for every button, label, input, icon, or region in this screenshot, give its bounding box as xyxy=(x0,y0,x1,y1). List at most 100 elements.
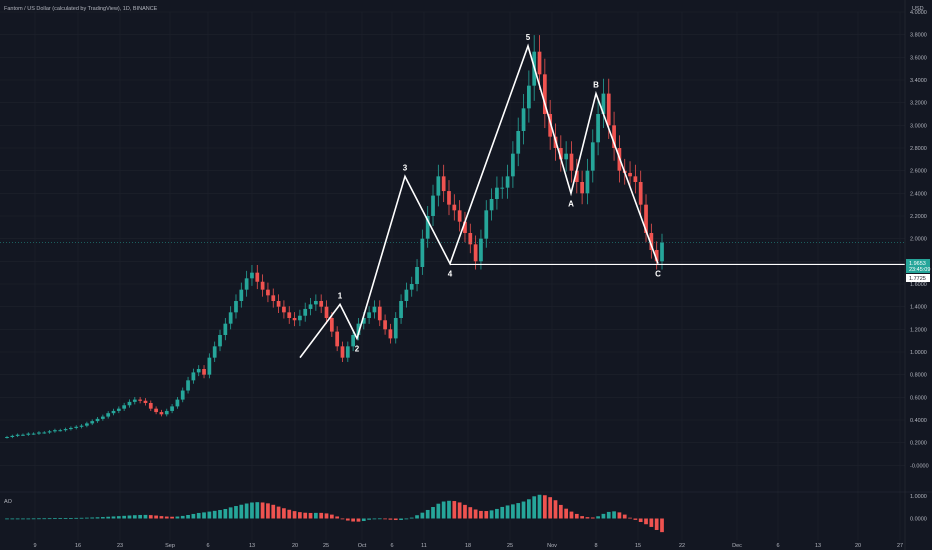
candle-body xyxy=(271,295,276,301)
ao-bar xyxy=(196,512,201,519)
candle-body xyxy=(612,125,616,148)
symbol-header[interactable]: Fantom / US Dollar (calculated by Tradin… xyxy=(4,6,158,12)
ao-bar xyxy=(202,512,206,519)
candle-body xyxy=(148,403,153,409)
date-tick-label: 6 xyxy=(776,543,779,549)
candle-body xyxy=(313,301,318,305)
candle-body xyxy=(484,210,489,239)
ao-bar xyxy=(617,512,622,519)
candle-body xyxy=(399,301,403,318)
candle-body xyxy=(170,406,174,411)
candle-body xyxy=(303,308,308,316)
elliott-wave-layer: 1 2 3 4 5 A B C xyxy=(0,33,905,359)
ao-bar xyxy=(106,516,111,519)
ao-bar xyxy=(234,506,238,519)
candle-body xyxy=(90,421,95,424)
candle-body xyxy=(319,301,324,307)
ao-bar xyxy=(10,518,15,520)
candle-body xyxy=(335,331,340,347)
ao-bar xyxy=(574,513,579,519)
ao-bar xyxy=(191,513,196,519)
candle-body xyxy=(212,346,217,358)
ao-bar xyxy=(239,504,244,519)
ao-bar xyxy=(495,508,499,519)
candle-body xyxy=(500,187,505,189)
date-tick-label: 13 xyxy=(249,543,255,549)
candle-body xyxy=(191,372,196,381)
candle-body xyxy=(329,318,334,332)
ao-bar xyxy=(489,510,494,519)
candle-body xyxy=(585,170,590,194)
candle-body xyxy=(26,433,31,435)
ao-bar xyxy=(404,518,409,520)
ao-bar xyxy=(601,513,606,519)
ao-bar xyxy=(612,511,616,519)
wave-label-1: 1 xyxy=(338,291,343,300)
candle-body xyxy=(37,432,41,434)
wave-label-b: B xyxy=(593,81,599,90)
candle-body xyxy=(202,369,206,375)
ao-bar xyxy=(542,495,547,519)
ao-tick-label: 1.0000 xyxy=(910,494,927,500)
ao-bar xyxy=(479,510,483,519)
ao-bar xyxy=(468,507,473,519)
ao-bar xyxy=(473,509,478,519)
candle-body xyxy=(388,329,393,339)
candle-body xyxy=(436,176,441,196)
ao-bar xyxy=(276,506,281,519)
ao-bar xyxy=(148,515,153,519)
candle-body xyxy=(569,153,574,171)
candle-body xyxy=(463,221,467,233)
ao-bar xyxy=(100,517,105,519)
candle-body xyxy=(457,210,462,222)
date-tick-label: 15 xyxy=(635,543,641,549)
candle-body xyxy=(63,429,68,431)
ao-bar xyxy=(308,512,313,519)
ao-bar xyxy=(298,512,302,519)
candle-body xyxy=(244,278,249,290)
candle-body xyxy=(186,380,190,391)
ao-label[interactable]: AO xyxy=(4,499,13,505)
ao-bar xyxy=(287,509,292,519)
candle-body xyxy=(282,306,286,313)
date-tick-label: 22 xyxy=(679,543,685,549)
candle-body xyxy=(127,401,132,406)
candle-body xyxy=(122,405,127,409)
ao-bar xyxy=(527,499,531,519)
price-tick-label: 1.2000 xyxy=(910,327,927,333)
ao-bar xyxy=(53,518,57,520)
ao-bar xyxy=(127,515,132,519)
ao-bar xyxy=(393,518,398,521)
date-tick-label: 6 xyxy=(206,543,209,549)
candle-body xyxy=(340,346,345,358)
ao-bar xyxy=(500,506,505,519)
candle-body xyxy=(308,304,313,309)
ao-bar xyxy=(42,518,47,520)
ao-bar xyxy=(303,512,308,519)
ao-bar xyxy=(654,518,659,530)
candles-layer xyxy=(5,35,664,439)
currency-label[interactable]: USD xyxy=(912,6,924,12)
ao-bar xyxy=(361,518,366,522)
candle-body xyxy=(74,426,79,428)
candle-body xyxy=(154,408,158,413)
ao-bar xyxy=(420,512,425,519)
candle-body xyxy=(138,399,142,401)
ao-bar xyxy=(271,504,276,519)
candle-body xyxy=(234,301,238,313)
ao-bar xyxy=(180,515,185,519)
wave-label-3: 3 xyxy=(403,163,408,172)
ao-bar xyxy=(383,518,387,520)
candle-body xyxy=(266,289,270,296)
candle-body xyxy=(468,233,473,245)
price-tick-label: 4.0000 xyxy=(910,10,927,16)
wave-label-5: 5 xyxy=(526,33,531,42)
candle-body xyxy=(644,204,648,233)
ao-bar xyxy=(282,508,286,519)
ao-bar xyxy=(260,502,265,519)
date-tick-label: 25 xyxy=(323,543,329,549)
candle-body xyxy=(441,176,446,192)
ao-bar xyxy=(590,517,595,519)
ao-bar xyxy=(329,514,334,519)
